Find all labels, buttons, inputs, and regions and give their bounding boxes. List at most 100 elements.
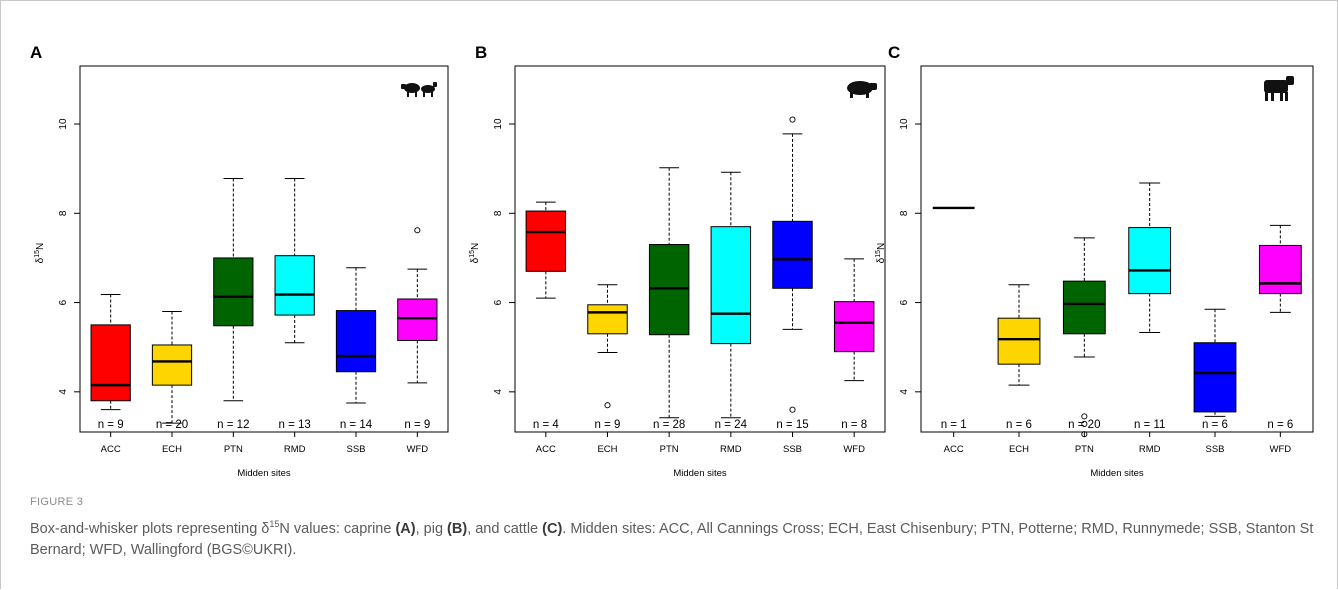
plot-area <box>79 65 449 433</box>
outlier-point <box>789 406 796 413</box>
box-rmd <box>710 171 752 419</box>
box-iqr <box>90 324 131 402</box>
n-label: n = 11 <box>1134 419 1165 431</box>
pig-icon <box>847 81 877 98</box>
y-axis-title-base: δ <box>35 257 46 263</box>
outlier-point <box>604 402 611 409</box>
x-tick-label: RMD <box>720 444 742 455</box>
box-iqr <box>274 255 315 316</box>
n-label: n = 6 <box>1006 419 1032 431</box>
y-axis-title-tail: N <box>876 243 887 250</box>
caption-lead: Box-and-whisker plots representing δ <box>30 520 270 537</box>
y-tick-label: 6 <box>493 299 504 305</box>
box-ssb <box>335 267 377 404</box>
cow-leg <box>1280 92 1283 101</box>
box-ech <box>587 284 628 409</box>
box-wfd <box>833 258 875 382</box>
x-tick-label: WFD <box>1270 444 1292 455</box>
y-axis-title-sup: 15 <box>469 250 476 258</box>
n-label: n = 20 <box>1068 419 1100 431</box>
y-axis-title-sup: 15 <box>34 250 41 258</box>
y-axis-title: δ15N <box>875 243 887 264</box>
y-tick-label: 10 <box>899 118 910 130</box>
box-ssb <box>1193 308 1237 417</box>
cow-leg <box>1265 92 1268 101</box>
y-tick-label: 4 <box>899 389 910 395</box>
box-iqr <box>335 310 377 373</box>
n-label: n = 15 <box>776 419 808 431</box>
goat-sheep-icon <box>401 82 437 97</box>
box-iqr <box>151 344 193 386</box>
x-tick-label: ECH <box>162 444 182 455</box>
caption-mid-1: , pig <box>415 520 448 537</box>
n-label: n = 28 <box>653 419 685 431</box>
x-tick-label: ACC <box>536 444 556 455</box>
box-iqr <box>1062 280 1106 335</box>
box-acc <box>90 294 131 411</box>
box-ptn <box>1062 237 1106 438</box>
x-axis-title: Midden sites <box>673 468 727 479</box>
box-iqr <box>213 257 254 327</box>
x-tick-label: WFD <box>843 444 865 455</box>
figure-caption: FIGURE 3 Box-and-whisker plots represent… <box>30 496 1320 561</box>
cow-icon <box>1264 76 1294 101</box>
n-label: n = 14 <box>340 419 373 431</box>
box-iqr <box>1128 227 1172 295</box>
goat-head <box>433 82 437 87</box>
x-tick-label: PTN <box>1075 444 1094 455</box>
y-tick-label: 10 <box>493 118 504 130</box>
box-iqr <box>648 244 690 336</box>
n-label: n = 12 <box>217 419 249 431</box>
box-iqr <box>772 220 813 289</box>
x-tick-label: ACC <box>944 444 964 455</box>
x-tick-label: PTN <box>660 444 679 455</box>
n-label: n = 9 <box>98 419 124 431</box>
y-tick-label: 10 <box>58 118 69 130</box>
n-label: n = 4 <box>533 419 560 431</box>
cow-head <box>1286 76 1294 85</box>
y-axis-title-base: δ <box>470 257 481 263</box>
caption-after-sup: N values: caprine <box>279 520 396 537</box>
x-tick-label: SSB <box>1205 444 1224 455</box>
box-iqr <box>1258 244 1302 295</box>
caption-superscript: 15 <box>269 519 280 529</box>
panel-label: C <box>888 43 900 62</box>
n-label: n = 9 <box>595 419 621 431</box>
y-tick-label: 4 <box>493 389 504 395</box>
box-wfd <box>397 227 438 384</box>
box-iqr <box>525 210 567 272</box>
goat-leg <box>431 91 433 97</box>
y-axis-title: δ15N <box>34 243 46 264</box>
box-ssb <box>772 116 813 413</box>
panel-label: A <box>30 43 42 62</box>
pig-head <box>869 83 877 90</box>
panel-label: B <box>475 43 487 62</box>
n-label: n = 6 <box>1267 419 1293 431</box>
caption-text: Box-and-whisker plots representing δ15N … <box>30 514 1320 561</box>
n-label: n = 24 <box>715 419 748 431</box>
y-axis-title-tail: N <box>35 243 46 250</box>
box-wfd <box>1258 224 1302 313</box>
caption-ref-a: (A) <box>395 520 416 537</box>
plot-area <box>920 65 1314 433</box>
y-tick-label: 6 <box>899 299 910 305</box>
box-rmd <box>274 177 315 344</box>
pig-leg <box>866 92 869 98</box>
n-label: n = 20 <box>156 419 188 431</box>
y-tick-label: 8 <box>899 210 910 216</box>
y-tick-label: 8 <box>58 210 69 216</box>
pig-body <box>847 81 873 95</box>
x-axis-title: Midden sites <box>237 468 291 479</box>
cow-leg <box>1285 92 1288 101</box>
cow-leg <box>1271 92 1274 101</box>
box-ptn <box>213 177 254 402</box>
plot-area <box>514 65 886 433</box>
n-label: n = 13 <box>279 419 311 431</box>
y-tick-label: 6 <box>58 299 69 305</box>
sheep-leg <box>415 91 417 97</box>
box-iqr <box>833 301 875 353</box>
box-iqr <box>397 298 438 341</box>
